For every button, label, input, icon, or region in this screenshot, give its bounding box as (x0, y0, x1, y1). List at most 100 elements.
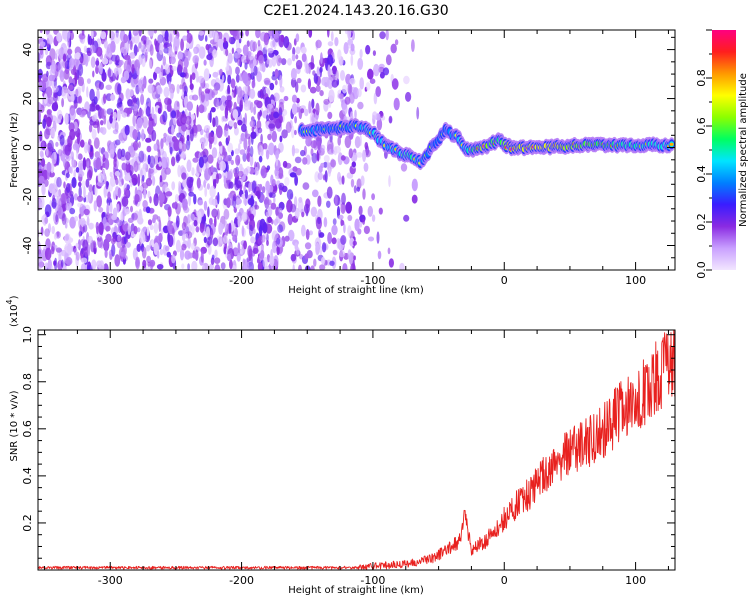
noise-speckle (54, 257, 58, 270)
noise-speckle (182, 35, 188, 41)
y-multiplier-label: (x104) (5, 295, 20, 327)
noise-speckle (258, 54, 265, 66)
noise-speckle (243, 168, 249, 177)
noise-speckle (237, 119, 243, 126)
noise-speckle (171, 124, 175, 136)
noise-speckle (354, 109, 357, 120)
noise-speckle (90, 56, 96, 68)
noise-speckle (257, 90, 262, 98)
noise-speckle (217, 38, 223, 48)
noise-speckle (225, 124, 229, 132)
noise-speckle (90, 146, 93, 152)
spectrogram-panel: -300 -200 -100 0 100 -40 -20 0 20 40 Hei… (9, 29, 676, 296)
noise-speckle (321, 242, 327, 253)
noise-speckle (145, 206, 151, 214)
noise-speckle (387, 247, 391, 255)
noise-speckle (117, 83, 122, 95)
noise-speckle (215, 125, 223, 139)
noise-speckle (253, 65, 258, 76)
noise-speckle (279, 135, 283, 143)
noise-speckle (337, 93, 341, 99)
noise-speckle (105, 180, 109, 190)
noise-speckle (98, 207, 104, 213)
noise-speckle (377, 250, 382, 260)
noise-speckle (149, 259, 156, 267)
noise-speckle (98, 81, 104, 90)
noise-speckle (243, 261, 250, 270)
noise-speckle (46, 161, 52, 173)
noise-speckle (118, 59, 124, 66)
noise-speckle (279, 86, 285, 93)
noise-speckle (326, 200, 331, 208)
noise-speckle (278, 167, 284, 179)
noise-speckle (96, 46, 103, 57)
noise-speckle (73, 248, 78, 256)
noise-speckle (196, 177, 201, 189)
noise-speckle (109, 149, 115, 159)
noise-speckle (315, 85, 321, 92)
noise-speckle (199, 223, 205, 233)
noise-speckle (152, 217, 156, 224)
noise-speckle (148, 59, 153, 69)
noise-speckle (272, 71, 276, 77)
noise-speckle (266, 114, 270, 122)
noise-speckle (240, 97, 244, 105)
noise-speckle (365, 44, 371, 55)
y-tick-label: 0 (21, 144, 34, 151)
noise-speckle (97, 173, 104, 183)
noise-speckle (122, 221, 129, 232)
colorbar-tick-label: 0.2 (695, 213, 708, 231)
noise-speckle (211, 208, 218, 218)
noise-speckle (101, 127, 107, 135)
noise-speckle (187, 263, 190, 270)
noise-speckle (114, 32, 120, 44)
noise-speckle (176, 132, 183, 138)
noise-speckle (116, 219, 123, 227)
noise-speckle (198, 30, 205, 36)
noise-speckle (241, 71, 249, 84)
noise-speckle (180, 38, 185, 51)
colorbar: 0.0 0.2 0.4 0.6 0.8 Normalized spectral … (695, 29, 749, 279)
noise-speckle (148, 30, 154, 37)
noise-speckle (61, 259, 64, 268)
noise-speckle (295, 54, 299, 60)
noise-speckle (338, 214, 344, 220)
noise-speckle (111, 243, 116, 257)
noise-speckle (137, 40, 144, 51)
noise-speckle (62, 154, 66, 164)
noise-speckle (73, 193, 78, 201)
noise-speckle (38, 101, 42, 110)
noise-speckle (195, 124, 202, 132)
noise-speckle (189, 83, 194, 90)
noise-speckle (300, 84, 307, 93)
noise-speckle (206, 54, 213, 61)
noise-speckle (376, 117, 383, 131)
noise-speckle (46, 116, 52, 128)
noise-speckle (158, 219, 162, 233)
noise-speckle (214, 32, 219, 43)
noise-speckle (69, 128, 76, 141)
noise-speckle (334, 194, 338, 207)
noise-speckle (326, 161, 330, 171)
noise-speckle (168, 210, 171, 216)
noise-speckle (388, 258, 394, 268)
noise-speckle (294, 156, 302, 164)
noise-speckle (106, 43, 113, 56)
noise-speckle (78, 95, 83, 104)
noise-speckle (211, 91, 215, 98)
noise-speckle (141, 174, 145, 182)
noise-speckle (347, 83, 353, 95)
noise-speckle (212, 49, 218, 58)
noise-speckle (51, 151, 57, 165)
noise-speckle (74, 52, 81, 60)
noise-speckle (125, 189, 130, 196)
noise-speckle (311, 98, 315, 109)
noise-speckle (124, 208, 130, 215)
noise-speckle (69, 207, 76, 215)
noise-speckle (113, 67, 119, 77)
noise-speckle (250, 131, 257, 139)
noise-speckle (173, 40, 179, 52)
noise-speckle (356, 178, 362, 190)
noise-speckle (315, 102, 320, 116)
noise-speckle (393, 97, 400, 111)
